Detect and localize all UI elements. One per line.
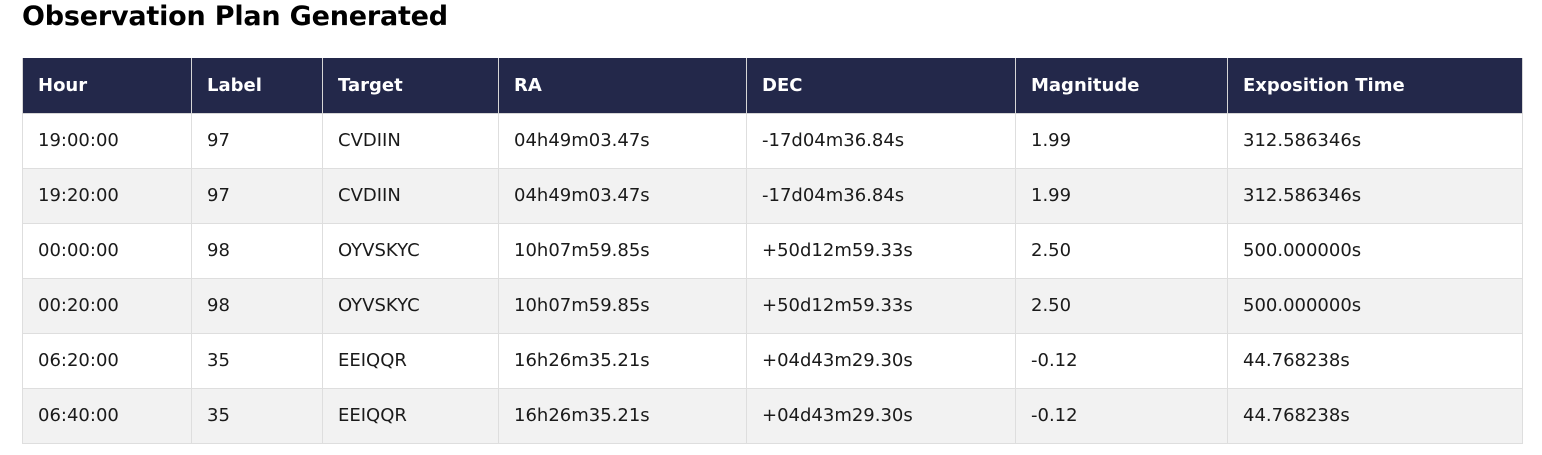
cell-label: 98 xyxy=(191,222,323,279)
cell-ra: 04h49m03.47s xyxy=(498,112,747,169)
cell-magnitude: 2.50 xyxy=(1015,222,1228,279)
table-row: 19:20:00 97 CVDIIN 04h49m03.47s -17d04m3… xyxy=(22,167,1523,224)
cell-target: CVDIIN xyxy=(322,167,499,224)
column-header-ra: RA xyxy=(498,58,747,114)
cell-label: 97 xyxy=(191,167,323,224)
cell-exposition-time: 44.768238s xyxy=(1227,332,1523,389)
table-header-row: Hour Label Target RA DEC Magnitude Expos… xyxy=(22,58,1523,114)
cell-dec: -17d04m36.84s xyxy=(746,167,1016,224)
cell-exposition-time: 312.586346s xyxy=(1227,112,1523,169)
cell-target: EEIQQR xyxy=(322,332,499,389)
cell-ra: 16h26m35.21s xyxy=(498,332,747,389)
cell-label: 98 xyxy=(191,277,323,334)
cell-ra: 10h07m59.85s xyxy=(498,277,747,334)
cell-hour: 06:20:00 xyxy=(22,332,192,389)
cell-exposition-time: 500.000000s xyxy=(1227,222,1523,279)
cell-exposition-time: 500.000000s xyxy=(1227,277,1523,334)
cell-magnitude: 1.99 xyxy=(1015,112,1228,169)
table-row: 00:20:00 98 OYVSKYC 10h07m59.85s +50d12m… xyxy=(22,277,1523,334)
cell-hour: 19:20:00 xyxy=(22,167,192,224)
cell-dec: -17d04m36.84s xyxy=(746,112,1016,169)
cell-dec: +04d43m29.30s xyxy=(746,332,1016,389)
page-title: Observation Plan Generated xyxy=(22,1,448,32)
cell-hour: 19:00:00 xyxy=(22,112,192,169)
table-row: 00:00:00 98 OYVSKYC 10h07m59.85s +50d12m… xyxy=(22,222,1523,279)
cell-exposition-time: 312.586346s xyxy=(1227,167,1523,224)
table-row: 19:00:00 97 CVDIIN 04h49m03.47s -17d04m3… xyxy=(22,112,1523,169)
cell-magnitude: -0.12 xyxy=(1015,387,1228,444)
cell-label: 35 xyxy=(191,387,323,444)
cell-magnitude: -0.12 xyxy=(1015,332,1228,389)
cell-magnitude: 2.50 xyxy=(1015,277,1228,334)
cell-ra: 10h07m59.85s xyxy=(498,222,747,279)
cell-hour: 06:40:00 xyxy=(22,387,192,444)
cell-hour: 00:20:00 xyxy=(22,277,192,334)
cell-target: OYVSKYC xyxy=(322,222,499,279)
cell-magnitude: 1.99 xyxy=(1015,167,1228,224)
column-header-hour: Hour xyxy=(22,58,192,114)
cell-hour: 00:00:00 xyxy=(22,222,192,279)
table-row: 06:20:00 35 EEIQQR 16h26m35.21s +04d43m2… xyxy=(22,332,1523,389)
column-header-magnitude: Magnitude xyxy=(1015,58,1228,114)
column-header-label: Label xyxy=(191,58,323,114)
table-row: 06:40:00 35 EEIQQR 16h26m35.21s +04d43m2… xyxy=(22,387,1523,444)
cell-ra: 16h26m35.21s xyxy=(498,387,747,444)
column-header-dec: DEC xyxy=(746,58,1016,114)
cell-dec: +04d43m29.30s xyxy=(746,387,1016,444)
cell-exposition-time: 44.768238s xyxy=(1227,387,1523,444)
cell-dec: +50d12m59.33s xyxy=(746,222,1016,279)
cell-target: EEIQQR xyxy=(322,387,499,444)
cell-label: 35 xyxy=(191,332,323,389)
observation-plan-table: Hour Label Target RA DEC Magnitude Expos… xyxy=(22,58,1523,444)
cell-target: CVDIIN xyxy=(322,112,499,169)
column-header-target: Target xyxy=(322,58,499,114)
cell-ra: 04h49m03.47s xyxy=(498,167,747,224)
column-header-exposition-time: Exposition Time xyxy=(1227,58,1523,114)
cell-target: OYVSKYC xyxy=(322,277,499,334)
cell-label: 97 xyxy=(191,112,323,169)
cell-dec: +50d12m59.33s xyxy=(746,277,1016,334)
